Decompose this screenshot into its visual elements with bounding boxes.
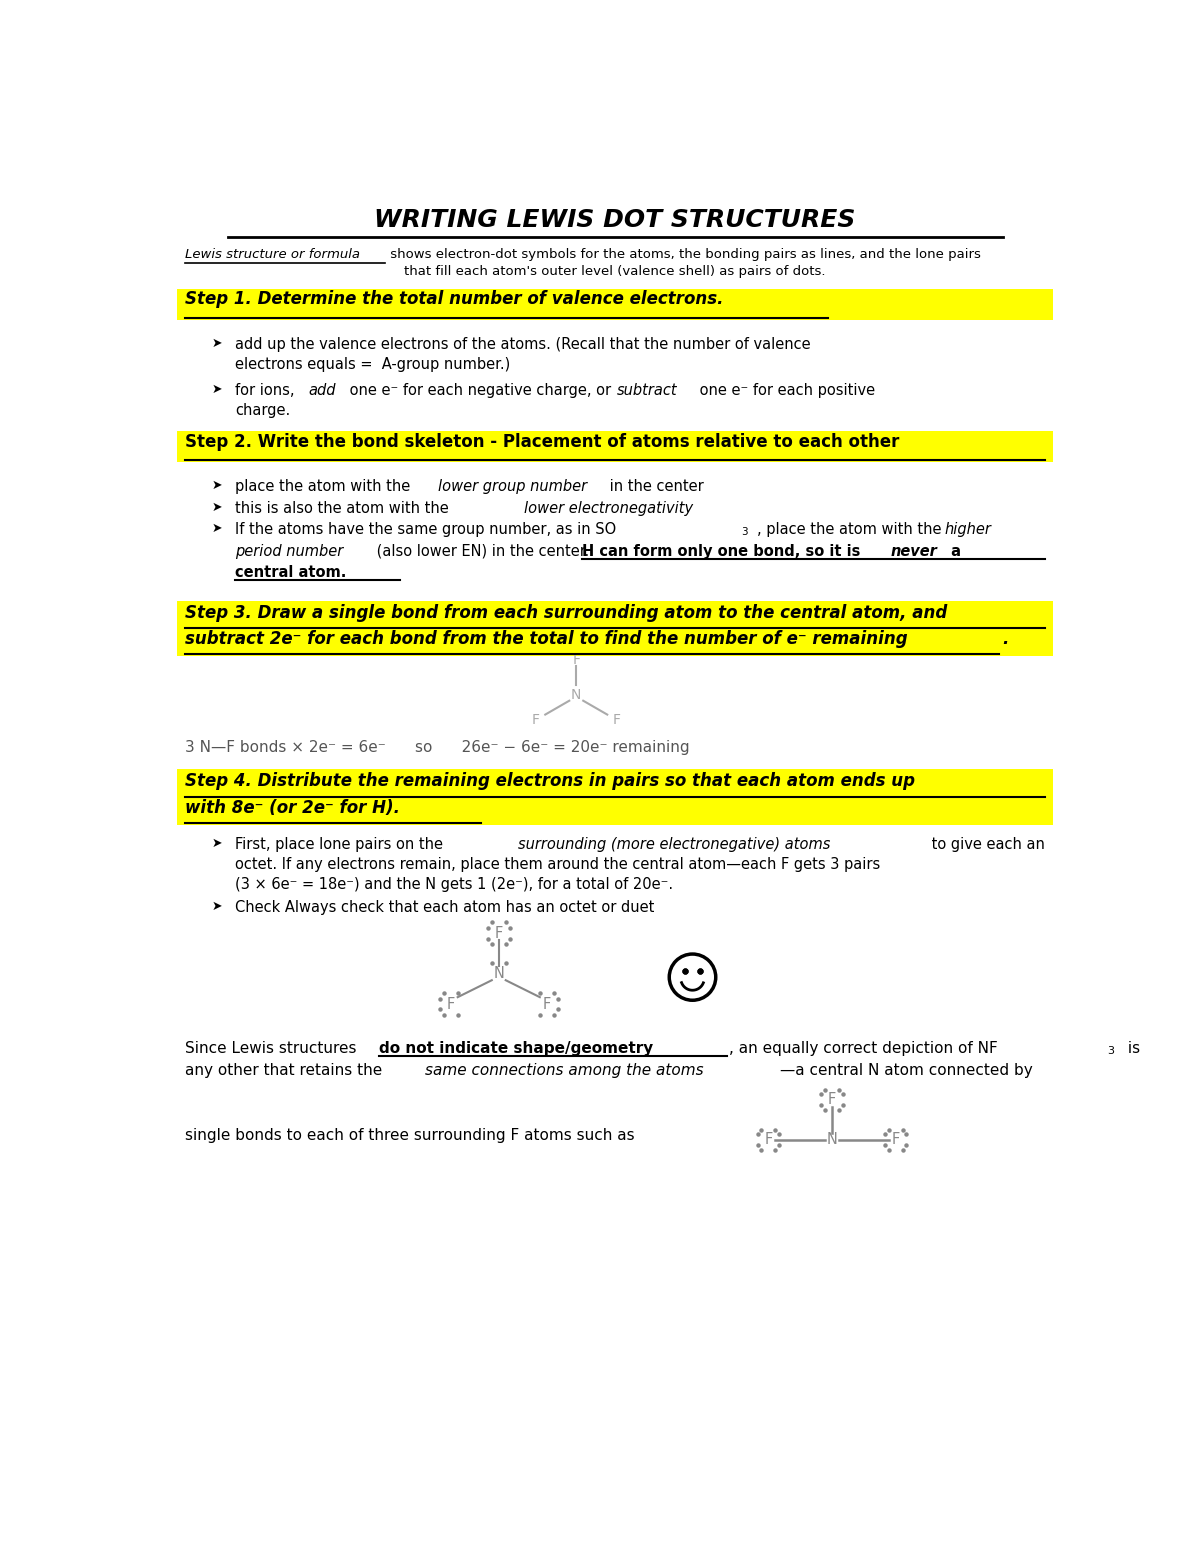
Text: add: add [308,382,336,398]
Text: Step 4. Distribute the remaining electrons in pairs so that each atom ends up: Step 4. Distribute the remaining electro… [185,772,914,790]
Text: F: F [572,652,581,666]
Text: 3: 3 [742,526,748,537]
Text: ➤: ➤ [212,337,222,349]
Text: period number: period number [235,544,343,559]
Text: Step 3. Draw a single bond from each surrounding atom to the central atom, and: Step 3. Draw a single bond from each sur… [185,604,947,621]
Text: shows electron-dot symbols for the atoms, the bonding pairs as lines, and the lo: shows electron-dot symbols for the atoms… [386,248,982,261]
Text: N: N [827,1132,838,1148]
Text: charge.: charge. [235,402,290,418]
Bar [178,432,1052,463]
Text: add up the valence electrons of the atoms. (Recall that the number of valence: add up the valence electrons of the atom… [235,337,811,351]
Text: ➤: ➤ [212,478,222,492]
Text: surrounding (more electronegative) atoms: surrounding (more electronegative) atoms [518,837,830,853]
Bar [178,601,1052,655]
Text: Step 2. Write the bond skeleton - Placement of atoms relative to each other: Step 2. Write the bond skeleton - Placem… [185,433,899,450]
Text: one e⁻ for each positive: one e⁻ for each positive [695,382,875,398]
Text: ➤: ➤ [212,382,222,396]
Text: F: F [828,1092,836,1107]
Text: 3 N—F bonds × 2e⁻ = 6e⁻      so      26e⁻ − 6e⁻ = 20e⁻ remaining: 3 N—F bonds × 2e⁻ = 6e⁻ so 26e⁻ − 6e⁻ = … [185,739,690,755]
Text: any other that retains the: any other that retains the [185,1062,386,1078]
Text: F: F [532,713,540,727]
Text: Lewis structure or formula: Lewis structure or formula [185,248,360,261]
Text: place the atom with the: place the atom with the [235,478,415,494]
Text: N: N [571,688,582,702]
Text: ➤: ➤ [212,837,222,849]
Text: electrons equals =  A-group number.): electrons equals = A-group number.) [235,357,510,371]
Text: F: F [446,997,455,1011]
Text: Since Lewis structures: Since Lewis structures [185,1041,361,1056]
Text: F: F [764,1132,773,1148]
Text: in the center: in the center [605,478,703,494]
Text: octet. If any electrons remain, place them around the central atom—each F gets 3: octet. If any electrons remain, place th… [235,857,881,873]
Bar [178,769,1052,825]
Text: subtract: subtract [617,382,678,398]
Text: is: is [1123,1041,1140,1056]
Text: N: N [493,966,504,981]
Text: for ions,: for ions, [235,382,299,398]
Text: 3: 3 [1108,1047,1114,1056]
Text: one e⁻ for each negative charge, or: one e⁻ for each negative charge, or [344,382,616,398]
Text: never: never [890,544,937,559]
Text: , place the atom with the: , place the atom with the [757,522,946,537]
Text: single bonds to each of three surrounding F atoms such as: single bonds to each of three surroundin… [185,1127,635,1143]
Text: Check Always check that each atom has an octet or duet: Check Always check that each atom has an… [235,901,655,915]
Text: First, place lone pairs on the: First, place lone pairs on the [235,837,448,853]
Text: do not indicate shape/geometry: do not indicate shape/geometry [379,1041,653,1056]
Text: to give each an: to give each an [928,837,1045,853]
Text: ➤: ➤ [212,522,222,536]
Text: F: F [542,997,551,1011]
Text: —a central N atom connected by: —a central N atom connected by [780,1062,1033,1078]
Text: central atom.: central atom. [235,565,347,581]
Text: lower group number: lower group number [438,478,587,494]
Text: a: a [946,544,961,559]
Text: with 8e⁻ (or 2e⁻ for H).: with 8e⁻ (or 2e⁻ for H). [185,798,400,817]
Bar [178,289,1052,320]
Text: this is also the atom with the: this is also the atom with the [235,500,454,516]
Text: same connections among the atoms: same connections among the atoms [425,1062,703,1078]
Text: ➤: ➤ [212,500,222,514]
Text: subtract 2e⁻ for each bond from the total to find the number of e⁻ remaining: subtract 2e⁻ for each bond from the tota… [185,631,907,648]
Text: that fill each atom's outer level (valence shell) as pairs of dots.: that fill each atom's outer level (valen… [404,266,826,278]
Text: lower electronegativity: lower electronegativity [524,500,694,516]
Text: H can form only one bond, so it is: H can form only one bond, so it is [582,544,865,559]
Text: F: F [494,926,503,941]
Text: (3 × 6e⁻ = 18e⁻) and the N gets 1 (2e⁻), for a total of 20e⁻.: (3 × 6e⁻ = 18e⁻) and the N gets 1 (2e⁻),… [235,877,673,891]
Text: ➤: ➤ [212,901,222,913]
Text: F: F [892,1132,900,1148]
Text: WRITING LEWIS DOT STRUCTURES: WRITING LEWIS DOT STRUCTURES [374,208,856,231]
Text: If the atoms have the same group number, as in SO: If the atoms have the same group number,… [235,522,617,537]
Text: .: . [1002,631,1009,648]
Text: F: F [612,713,620,727]
Text: (also lower EN) in the center.: (also lower EN) in the center. [372,544,599,559]
Text: higher: higher [944,522,991,537]
Text: Step 1. Determine the total number of valence electrons.: Step 1. Determine the total number of va… [185,290,724,309]
Text: , an equally correct depiction of NF: , an equally correct depiction of NF [728,1041,997,1056]
